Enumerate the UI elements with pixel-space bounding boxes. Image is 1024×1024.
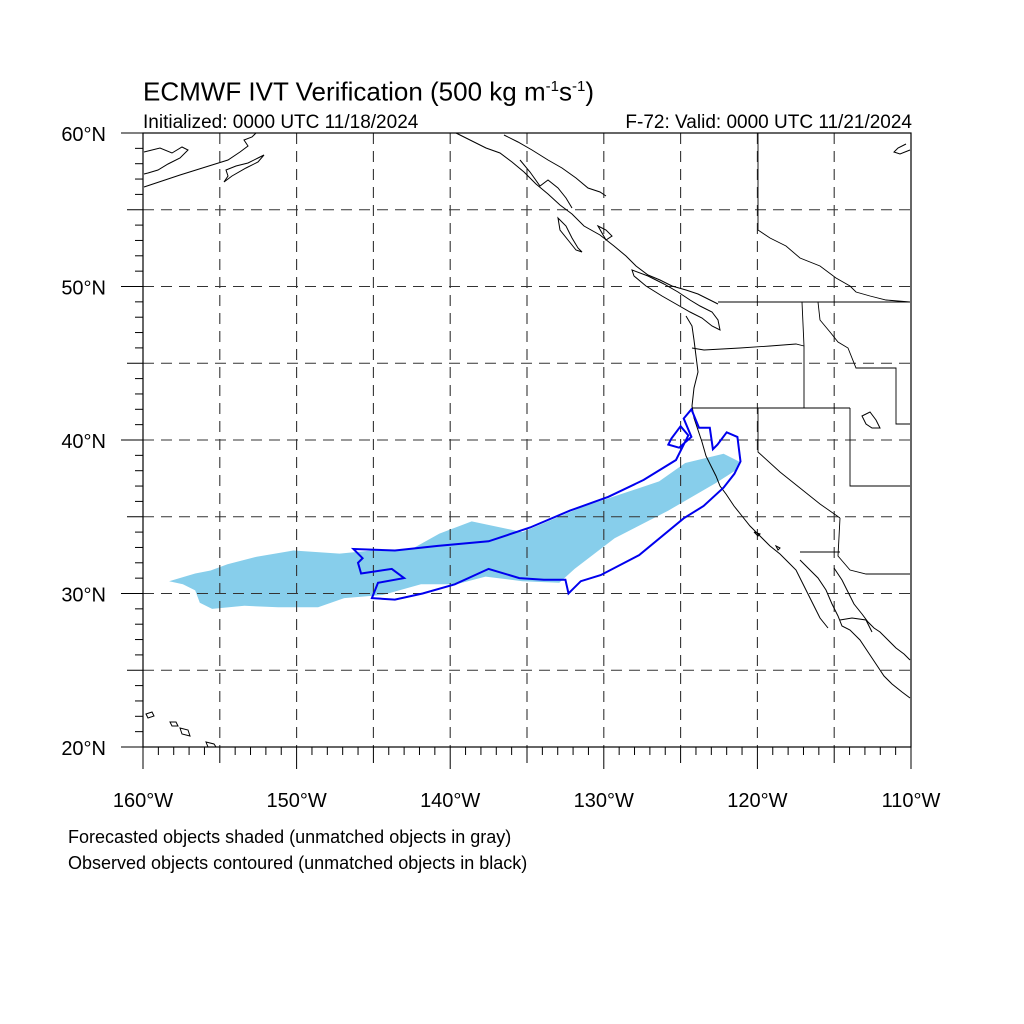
forecast-ivt-object [169,453,740,609]
lon-label: 160°W [113,790,173,812]
lon-label: 120°W [727,790,787,812]
initialized-time: Initialized: 0000 UTC 11/18/2024 [143,112,419,133]
map-gridlines [143,133,911,747]
lon-label: 140°W [420,790,480,812]
map-frame [142,132,912,748]
lat-label: 50°N [61,278,106,300]
legend-observed-note: Observed objects contoured (unmatched ob… [68,853,528,873]
lat-label: 60°N [61,124,106,146]
chart-title: ECMWF IVT Verification (500 kg m-1s-1) [143,76,594,107]
lat-label: 40°N [61,431,106,453]
lon-label: 110°W [882,790,941,812]
lat-label: 20°N [61,738,106,760]
political-borders [691,133,911,575]
valid-time: F-72: Valid: 0000 UTC 11/21/2024 [625,112,912,133]
lat-label: 30°N [61,585,106,607]
legend-forecast-note: Forecasted objects shaded (unmatched obj… [68,827,512,847]
observed-ivt-contour [350,407,742,601]
axis-ticks [121,132,912,769]
coastlines [143,132,911,748]
lon-label: 150°W [266,790,326,812]
longitude-labels: 160°W 150°W 140°W 130°W 120°W 110°W [113,790,941,812]
lon-label: 130°W [574,790,634,812]
latitude-labels: 60°N 50°N 40°N 30°N 20°N [61,124,106,760]
